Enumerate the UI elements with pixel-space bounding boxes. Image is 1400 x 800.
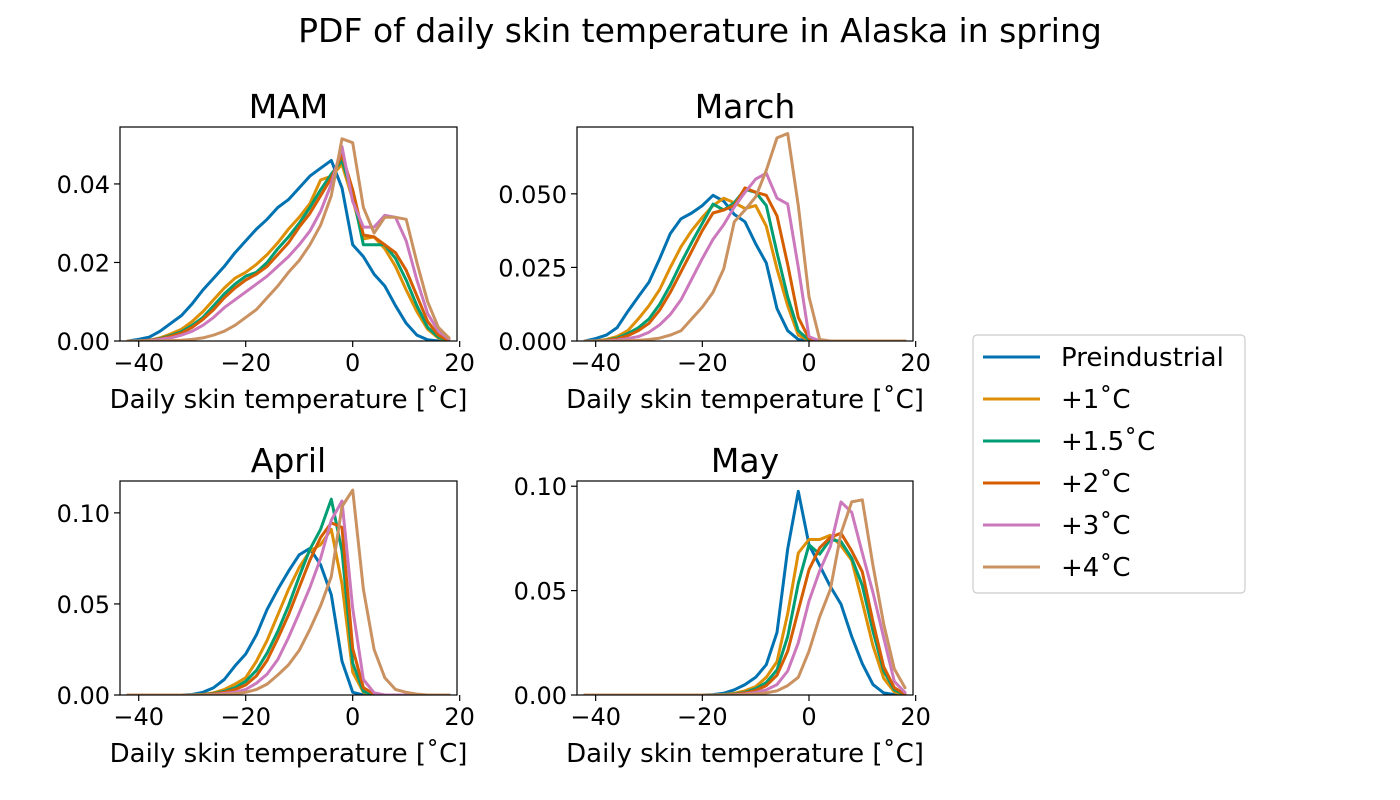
legend-label: +1.5˚C (1061, 427, 1155, 457)
legend-label: +4˚C (1061, 553, 1130, 583)
x-tick-label: −40 (113, 703, 164, 731)
x-tick-label: −20 (220, 349, 271, 377)
x-tick-label: −40 (113, 349, 164, 377)
x-tick-label: −20 (677, 349, 728, 377)
y-tick-label: 0.04 (57, 171, 110, 199)
panel-title: MAM (249, 87, 329, 126)
x-tick-label: 0 (801, 703, 816, 731)
legend-frame (972, 334, 1246, 594)
x-axis-label: Daily skin temperature [˚C] (566, 385, 924, 415)
subplot-grid: −40 −20 0 20 0.00 0.02 0.04 MAM Daily skin tempe… (57, 87, 931, 769)
x-tick-label: 0 (345, 703, 360, 731)
panel-title: May (711, 441, 779, 480)
x-tick-label: −20 (677, 703, 728, 731)
series-group (583, 489, 907, 695)
y-tick-label: 0.025 (498, 254, 567, 282)
y-tick-label: 0.10 (514, 473, 567, 501)
series-group (583, 132, 907, 341)
series-line-5 (126, 137, 451, 341)
axes-frame (576, 126, 914, 342)
x-tick-label: −40 (570, 349, 621, 377)
subplot-march: −40 −20 0 20 0.000 0.025 0.050 March Daily skin … (498, 87, 931, 415)
series-line-4 (126, 499, 451, 695)
axes-frame (119, 480, 458, 696)
y-tick-label: 0.05 (57, 591, 110, 619)
series-line-5 (126, 488, 451, 695)
subplot-mam: −40 −20 0 20 0.00 0.02 0.04 MAM Daily skin tempe… (57, 87, 475, 415)
x-tick-label: 0 (801, 349, 816, 377)
legend-item: +1˚C (983, 385, 1130, 415)
legend-label: Preindustrial (1061, 343, 1224, 373)
y-tick-label: 0.00 (57, 682, 110, 710)
legend-item: +1.5˚C (983, 427, 1155, 457)
x-tick-label: −40 (570, 703, 621, 731)
legend-label: +2˚C (1061, 469, 1130, 499)
legend-label: +1˚C (1061, 385, 1130, 415)
y-tick-label: 0.00 (514, 682, 567, 710)
panel-title: March (695, 87, 796, 126)
series-line-1 (126, 162, 451, 341)
legend-label: +3˚C (1061, 511, 1130, 541)
legend-item: +3˚C (983, 511, 1130, 541)
x-axis-label: Daily skin temperature [˚C] (110, 385, 468, 415)
x-tick-label: 20 (900, 703, 931, 731)
series-line-3 (126, 521, 451, 695)
y-tick-label: 0.05 (514, 578, 567, 606)
series-line-0 (583, 193, 907, 341)
y-tick-label: 0.02 (57, 249, 110, 277)
series-group (126, 488, 451, 695)
y-tick-label: 0.00 (57, 328, 110, 356)
y-tick-label: 0.10 (57, 500, 110, 528)
series-line-3 (126, 153, 451, 341)
x-tick-label: −20 (220, 703, 271, 731)
legend-item: +2˚C (983, 469, 1130, 499)
series-line-0 (126, 158, 451, 341)
legend-item: +4˚C (983, 553, 1130, 583)
series-line-0 (126, 546, 451, 695)
series-line-0 (583, 489, 907, 695)
legend: Preindustrial +1˚C +1.5˚C +2˚C +3˚C +4˚C (972, 334, 1246, 594)
figure-title: PDF of daily skin temperature in Alaska … (298, 11, 1102, 50)
x-tick-label: 20 (444, 703, 475, 731)
axes-frame (576, 480, 914, 696)
series-line-2 (126, 497, 451, 695)
series-line-3 (583, 186, 907, 341)
legend-item: Preindustrial (983, 343, 1224, 373)
subplot-may: −40 −20 0 20 0.00 0.05 0.10 May Daily skin tempe… (514, 441, 931, 769)
series-group (126, 137, 451, 341)
y-tick-label: 0.050 (498, 181, 567, 209)
panel-title: April (251, 441, 326, 480)
y-tick-label: 0.000 (498, 328, 567, 356)
axes-frame (119, 126, 458, 342)
x-tick-label: 20 (444, 349, 475, 377)
x-tick-label: 20 (900, 349, 931, 377)
series-line-1 (126, 527, 451, 695)
x-axis-label: Daily skin temperature [˚C] (566, 739, 924, 769)
x-axis-label: Daily skin temperature [˚C] (110, 739, 468, 769)
series-line-4 (583, 171, 907, 341)
x-tick-label: 0 (345, 349, 360, 377)
subplot-april: −40 −20 0 20 0.00 0.05 0.10 April Daily skin tem… (57, 441, 475, 769)
series-line-5 (583, 132, 907, 341)
